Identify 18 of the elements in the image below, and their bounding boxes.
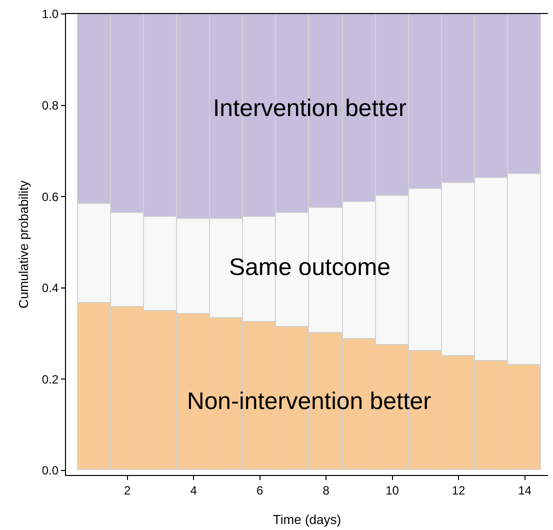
x-tick-label: 8 xyxy=(322,483,330,498)
y-axis-title: Cumulative probability xyxy=(16,180,31,308)
x-tick-label: 4 xyxy=(190,483,198,498)
series-label: Intervention better xyxy=(213,95,406,122)
y-tick-label: 0.0 xyxy=(42,464,59,478)
x-tick-label: 10 xyxy=(386,483,400,498)
x-tick-label: 2 xyxy=(124,483,131,498)
y-tick-label: 0.8 xyxy=(42,98,59,112)
x-tick-label: 6 xyxy=(256,483,264,498)
x-axis-title: Time (days) xyxy=(272,512,342,527)
y-tick-label: 1.0 xyxy=(42,7,59,22)
x-tick-label: 12 xyxy=(452,483,466,498)
series-label: Non-intervention better xyxy=(187,388,432,415)
y-tick-label: 0.4 xyxy=(42,281,59,296)
y-tick-label: 0.2 xyxy=(42,372,59,386)
x-tick-label: 14 xyxy=(518,483,532,498)
y-tick-label: 0.6 xyxy=(42,190,59,204)
series-label: Same outcome xyxy=(229,254,390,281)
